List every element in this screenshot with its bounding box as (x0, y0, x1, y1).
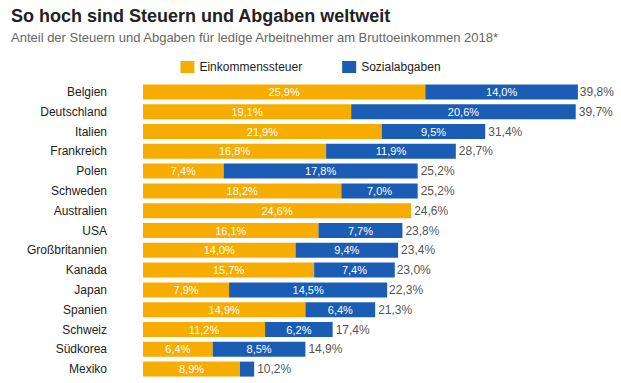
svg-text:6,2%: 6,2% (286, 324, 311, 336)
svg-text:24,6%: 24,6% (414, 204, 448, 218)
svg-text:28,7%: 28,7% (459, 144, 493, 158)
svg-text:11,2%: 11,2% (189, 324, 220, 336)
svg-text:31,4%: 31,4% (488, 125, 522, 139)
svg-text:8,9%: 8,9% (179, 363, 204, 375)
svg-text:23,4%: 23,4% (401, 243, 435, 257)
svg-text:21,3%: 21,3% (378, 303, 412, 317)
svg-text:14,9%: 14,9% (308, 342, 342, 356)
svg-text:Sozialabgaben: Sozialabgaben (361, 60, 440, 74)
svg-text:7,4%: 7,4% (171, 165, 196, 177)
svg-text:Kanada: Kanada (66, 263, 108, 277)
svg-text:6,4%: 6,4% (328, 304, 353, 316)
svg-text:7,9%: 7,9% (174, 284, 199, 296)
svg-text:Polen: Polen (76, 164, 107, 178)
svg-text:14,9%: 14,9% (209, 304, 240, 316)
svg-text:21,9%: 21,9% (247, 126, 278, 138)
svg-text:39,7%: 39,7% (579, 105, 613, 119)
svg-text:23,0%: 23,0% (397, 263, 431, 277)
svg-text:USA: USA (82, 224, 107, 238)
svg-text:25,2%: 25,2% (421, 184, 455, 198)
svg-text:7,0%: 7,0% (367, 185, 392, 197)
svg-text:20,6%: 20,6% (448, 106, 479, 118)
svg-text:19,1%: 19,1% (231, 106, 262, 118)
svg-text:16,1%: 16,1% (215, 225, 246, 237)
svg-text:8,5%: 8,5% (247, 343, 272, 355)
svg-text:17,4%: 17,4% (336, 323, 370, 337)
svg-text:14,5%: 14,5% (293, 284, 324, 296)
svg-text:Anteil der Steuern und Abgaben: Anteil der Steuern und Abgaben für ledig… (11, 30, 498, 45)
svg-text:23,8%: 23,8% (405, 224, 439, 238)
svg-text:Belgien: Belgien (67, 85, 107, 99)
svg-text:7,7%: 7,7% (348, 225, 373, 237)
svg-text:22,3%: 22,3% (389, 283, 423, 297)
svg-text:25,9%: 25,9% (269, 86, 300, 98)
svg-text:9,4%: 9,4% (334, 244, 359, 256)
svg-text:Italien: Italien (75, 125, 107, 139)
svg-text:Einkommenssteuer: Einkommenssteuer (199, 60, 302, 74)
svg-text:Großbritannien: Großbritannien (27, 243, 107, 257)
svg-text:Spanien: Spanien (63, 303, 107, 317)
svg-text:18,2%: 18,2% (227, 185, 258, 197)
svg-text:Mexiko: Mexiko (69, 362, 107, 376)
svg-text:16,8%: 16,8% (219, 145, 250, 157)
svg-text:6,4%: 6,4% (165, 343, 190, 355)
svg-text:24,6%: 24,6% (261, 205, 292, 217)
svg-text:7,4%: 7,4% (342, 264, 367, 276)
svg-text:39,8%: 39,8% (580, 85, 614, 99)
svg-text:Südkorea: Südkorea (56, 342, 108, 356)
svg-text:Frankreich: Frankreich (50, 144, 107, 158)
svg-text:9,5%: 9,5% (421, 126, 446, 138)
svg-text:Deutschland: Deutschland (40, 105, 107, 119)
svg-text:25,2%: 25,2% (421, 164, 455, 178)
svg-text:Japan: Japan (74, 283, 107, 297)
svg-text:Schweiz: Schweiz (62, 323, 107, 337)
svg-text:14,0%: 14,0% (204, 244, 235, 256)
svg-text:Schweden: Schweden (51, 184, 107, 198)
svg-text:11,9%: 11,9% (376, 145, 407, 157)
svg-text:Australien: Australien (54, 204, 107, 218)
svg-text:10,2%: 10,2% (257, 362, 291, 376)
svg-text:17,8%: 17,8% (305, 165, 336, 177)
svg-text:So hoch sind Steuern und Abgab: So hoch sind Steuern und Abgaben weltwei… (11, 6, 390, 26)
svg-text:14,0%: 14,0% (486, 86, 517, 98)
svg-text:15,7%: 15,7% (213, 264, 244, 276)
